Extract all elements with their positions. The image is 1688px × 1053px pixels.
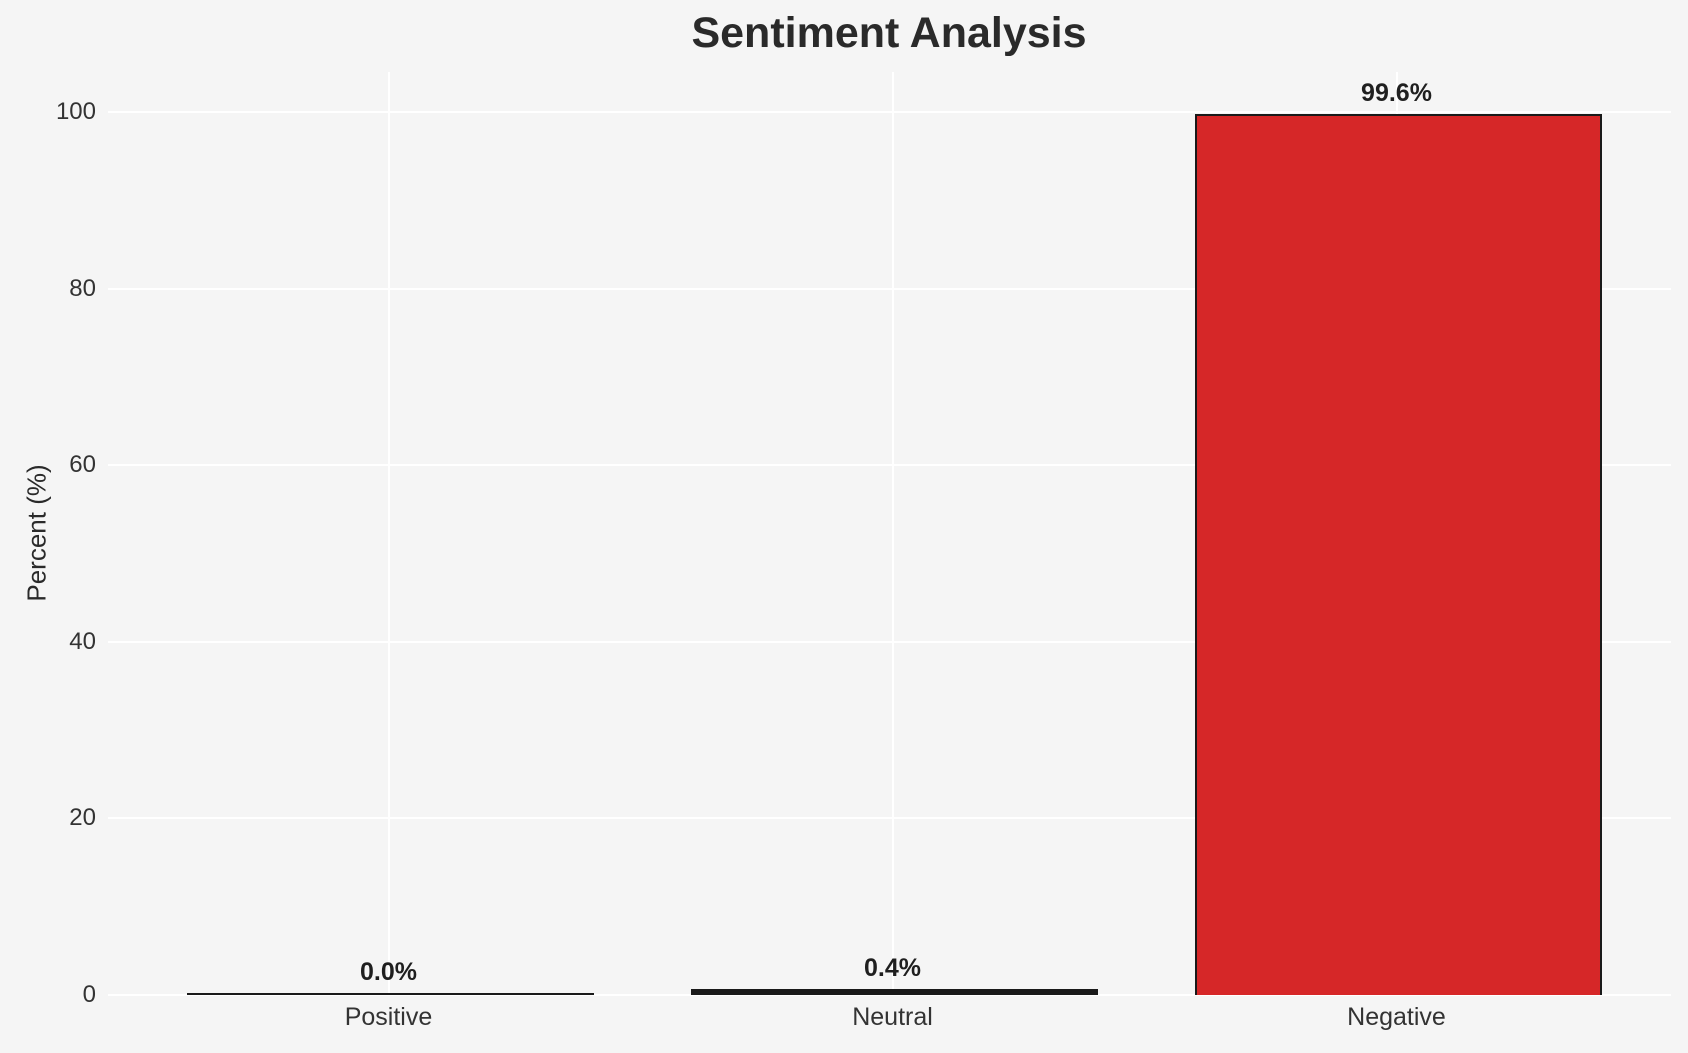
bar-negative: [1195, 113, 1602, 995]
gridline-vertical: [891, 72, 894, 995]
y-tick-label: 20: [69, 804, 96, 832]
y-tick-label: 40: [69, 627, 96, 655]
y-axis-label: Percent (%): [21, 464, 52, 602]
x-tick-label: Neutral: [852, 1003, 933, 1031]
y-tick-label: 0: [82, 981, 96, 1008]
gridline-horizontal: [108, 817, 1671, 820]
bar-value-label: 0.4%: [864, 954, 921, 983]
y-tick-label: 60: [69, 451, 96, 479]
x-tick-label: Positive: [344, 1003, 433, 1031]
bar-neutral: [691, 989, 1098, 995]
bar-value-label: 0.0%: [360, 958, 417, 986]
x-tick-label: Negative: [1347, 1003, 1446, 1031]
chart-title: Sentiment Analysis: [691, 9, 1087, 57]
gridline-horizontal: [108, 287, 1671, 290]
plot-area: 0.0% 0.4% 99.6%: [108, 72, 1671, 996]
y-tick-label: 100: [55, 98, 96, 125]
gridline-horizontal: [108, 464, 1671, 467]
gridline-horizontal: [108, 640, 1671, 643]
y-tick-label: 80: [69, 274, 96, 302]
bar-value-label: 99.6%: [1361, 78, 1432, 107]
gridline-horizontal: [108, 994, 1671, 996]
gridline-vertical: [387, 72, 390, 995]
bar-positive: [187, 993, 594, 995]
gridline-horizontal: [108, 111, 1671, 113]
